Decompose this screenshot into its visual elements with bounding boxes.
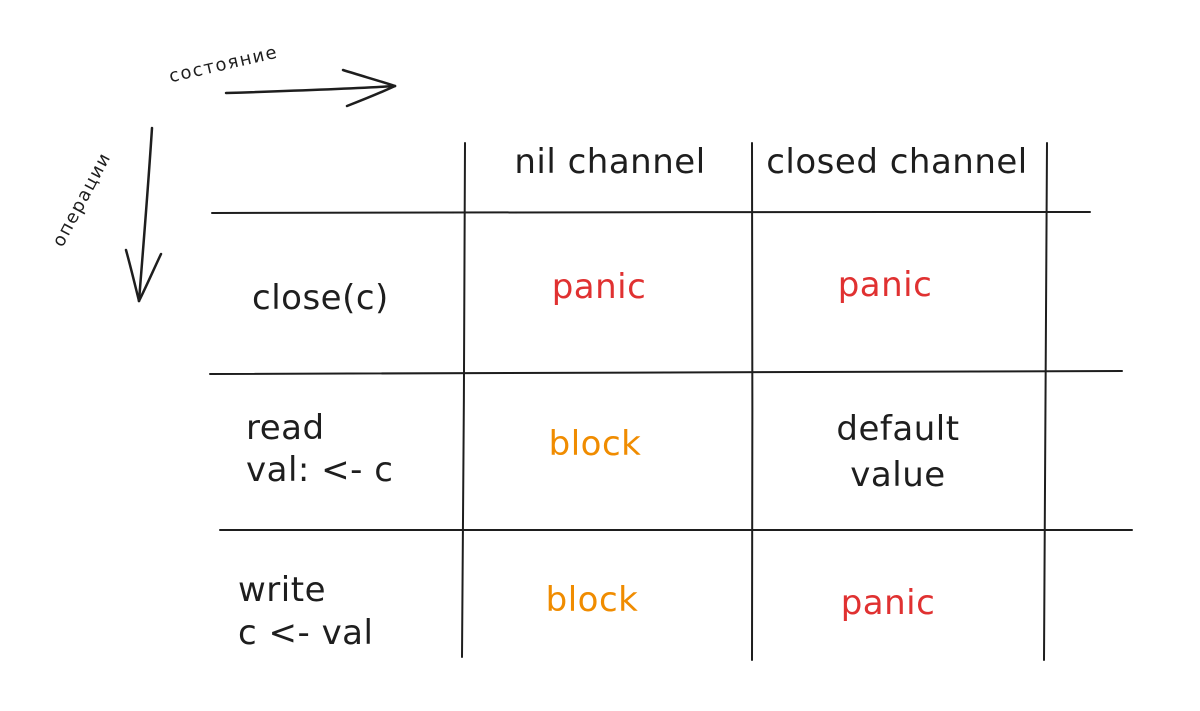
row-operation-write-line1: write	[238, 570, 326, 610]
table-grid	[209, 142, 1133, 661]
cell-close-closed: panic	[837, 265, 933, 305]
grid-vline-3	[1043, 142, 1048, 661]
cell-read-nil: block	[548, 424, 642, 464]
grid-hline-2	[209, 370, 1123, 375]
column-header-nil-channel: nil channel	[514, 142, 706, 182]
grid-hline-1	[211, 211, 1091, 214]
row-operation-write-line2: c <- val	[238, 613, 374, 653]
cell-close-nil: panic	[551, 267, 647, 307]
cell-read-closed: default value	[836, 409, 960, 495]
column-header-closed-channel: closed channel	[766, 142, 1028, 182]
cell-write-closed: panic	[840, 583, 936, 623]
row-operation-read-line1: read	[246, 408, 325, 448]
row-operation-close: close(c)	[252, 278, 389, 318]
cell-write-nil: block	[545, 580, 639, 620]
operations-arrow	[124, 126, 163, 303]
row-operation-read-line2: val: <- c	[246, 450, 394, 490]
grid-vline-1	[461, 142, 466, 658]
state-arrow	[224, 68, 397, 108]
